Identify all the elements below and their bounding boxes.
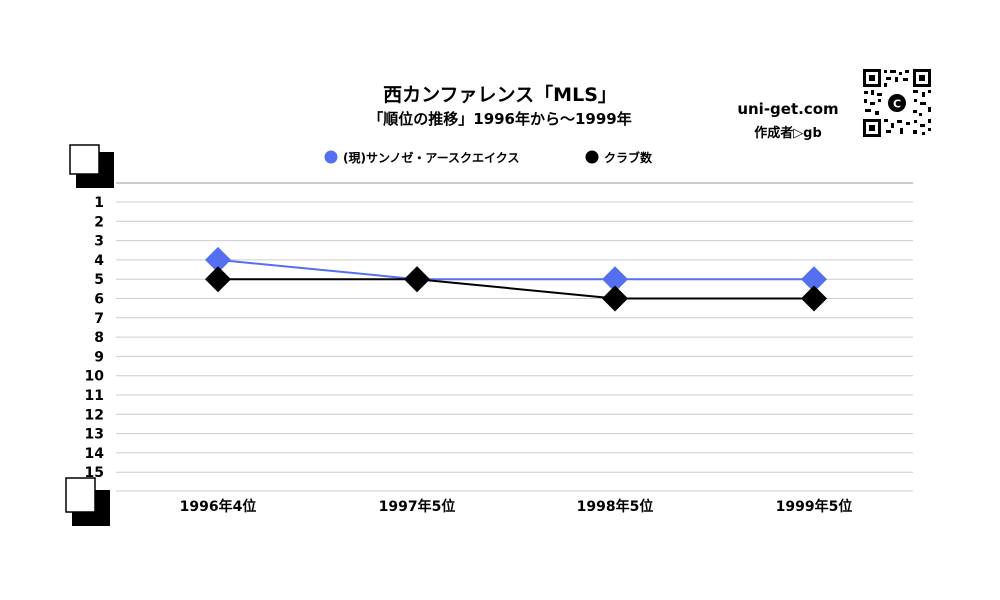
x-tick-label: 1996年4位	[180, 498, 257, 515]
chart-title: 西カンファレンス「MLS」	[383, 84, 617, 106]
series-line	[217, 258, 814, 281]
y-tick-label: 9	[94, 349, 104, 365]
y-tick-label: 13	[85, 427, 104, 443]
corner-bracket-icon-bottom	[65, 477, 110, 526]
y-tick-label: 8	[94, 330, 104, 346]
svg-text:C: C	[893, 98, 901, 111]
x-tick-label: 1998年5位	[577, 498, 654, 515]
data-point	[404, 266, 430, 293]
legend-label: クラブ数	[604, 150, 653, 165]
y-tick-label: 15	[85, 465, 104, 481]
y-tick-label: 7	[94, 311, 104, 327]
x-axis: 1996年4位 1997年5位 1998年5位 1999年5位	[180, 498, 853, 515]
data-point	[602, 266, 628, 293]
legend-marker	[324, 150, 338, 164]
legend-label: (現)サンノゼ・アースクエイクス	[343, 150, 519, 165]
data-point	[602, 285, 628, 312]
series-line	[218, 278, 814, 300]
author-credit: 作成者▷gb	[754, 126, 822, 141]
x-tick-label: 1999年5位	[776, 498, 853, 515]
data-point	[205, 246, 231, 273]
corner-bracket-icon-top	[69, 144, 114, 188]
chart-subtitle: 「順位の推移」1996年から～1999年	[368, 110, 632, 128]
x-tick-label: 1997年5位	[379, 498, 456, 515]
y-tick-label: 5	[94, 272, 104, 288]
y-tick-label: 11	[85, 388, 104, 404]
qr-code-icon: C	[862, 68, 932, 138]
y-tick-label: 3	[94, 234, 104, 250]
y-tick-label: 4	[94, 253, 104, 269]
data-point	[801, 266, 827, 293]
y-tick-label: 14	[85, 446, 105, 462]
data-point	[205, 266, 231, 293]
y-tick-label: 12	[85, 407, 104, 423]
legend-marker	[585, 150, 599, 164]
chart-grid	[116, 182, 913, 492]
y-tick-label: 10	[85, 369, 105, 385]
site-url: uni-get.com	[737, 100, 839, 118]
data-point	[801, 285, 827, 312]
y-tick-label: 2	[94, 214, 104, 230]
chart-legend: (現)サンノゼ・アースクエイクス クラブ数	[324, 150, 653, 165]
y-tick-label: 1	[94, 195, 104, 211]
chart-series	[205, 246, 827, 312]
y-tick-label: 6	[94, 292, 104, 308]
